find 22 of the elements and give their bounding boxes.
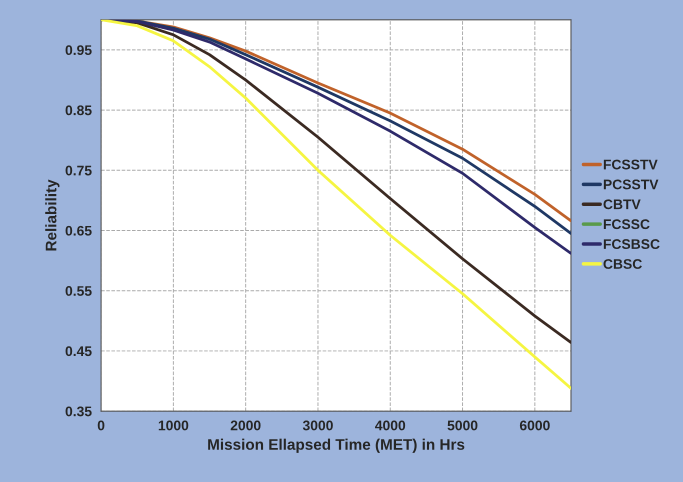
x-tick-label: 3000 xyxy=(302,420,333,430)
x-tick-label: 0 xyxy=(98,420,104,430)
y-tick-label: 0.35 xyxy=(66,406,92,416)
legend-label: FCSSC xyxy=(604,219,650,230)
y-tick-label: 0.55 xyxy=(66,286,92,296)
y-tick-label: 0.45 xyxy=(66,346,92,356)
legend-label: PCSSTV xyxy=(604,180,658,190)
y-tick-label: 0.65 xyxy=(66,226,92,236)
legend-label: CBSC xyxy=(604,259,642,269)
legend-label: FCSBSC xyxy=(604,239,660,250)
x-tick-label: 1000 xyxy=(158,420,188,430)
x-tick-label: 6000 xyxy=(520,420,550,430)
y-tick-label: 0.95 xyxy=(66,45,92,56)
legend-label: CBTV xyxy=(604,199,641,210)
y-tick-label: 0.75 xyxy=(66,166,92,176)
legend-label: FCSSTV xyxy=(604,160,658,170)
y-axis-title: Reliability xyxy=(45,179,60,251)
x-tick-label: 4000 xyxy=(375,420,406,430)
x-axis-title: Mission Ellapsed Time (MET) in Hrs xyxy=(208,438,464,453)
x-tick-label: 5000 xyxy=(448,420,478,430)
y-tick-label: 0.85 xyxy=(66,105,92,116)
x-tick-label: 2000 xyxy=(230,420,261,430)
